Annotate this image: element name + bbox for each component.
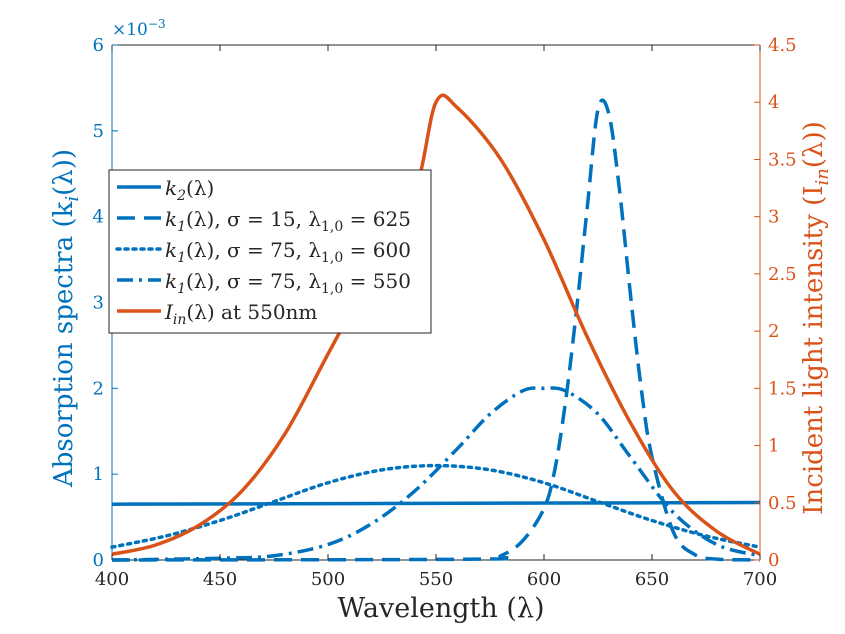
y-left-tick-label: 0 xyxy=(93,550,104,571)
y-left-tick-label: 3 xyxy=(93,293,104,314)
left-axis-exponent: ×10−3 xyxy=(112,17,166,40)
series-line xyxy=(111,500,761,506)
legend-item: Iin(λ) at 550nm xyxy=(117,300,317,328)
legend-item: k1(λ), σ = 75, λ1,0 = 550 xyxy=(117,269,411,297)
y-right-tick-label: 4.5 xyxy=(768,35,797,56)
series-line xyxy=(111,93,761,556)
legend-label: k1(λ), σ = 75, λ1,0 = 600 xyxy=(165,238,411,266)
y-left-tick-label: 6 xyxy=(93,35,104,56)
x-tick-label: 550 xyxy=(419,569,453,590)
y-right-tick-label: 2 xyxy=(768,321,779,342)
x-tick-label: 400 xyxy=(95,569,129,590)
legend-item: k2(λ) xyxy=(117,176,214,204)
y-right-tick-label: 0.5 xyxy=(768,493,797,514)
y-right-tick-label: 1.5 xyxy=(768,378,797,399)
y-right-tick-label: 4 xyxy=(768,92,779,113)
legend: k2(λ) k1(λ), σ = 15, λ1,0 = 625 k1(λ), σ =… xyxy=(108,169,432,334)
series-layer xyxy=(110,93,762,562)
y-right-tick-label: 3 xyxy=(768,207,779,228)
y-right-tick-label: 3.5 xyxy=(768,149,797,170)
y-left-tick-label: 5 xyxy=(93,121,104,142)
series-4 xyxy=(111,93,761,556)
legend-label: Iin(λ) at 550nm xyxy=(164,300,317,328)
legend-label: k1(λ), σ = 75, λ1,0 = 550 xyxy=(165,269,411,297)
x-tick-label: 600 xyxy=(527,569,561,590)
y-right-tick-label: 0 xyxy=(768,550,779,571)
series-2 xyxy=(110,463,762,549)
y-left-tick-label: 2 xyxy=(93,378,104,399)
y-right-tick-label: 2.5 xyxy=(768,264,797,285)
legend-box xyxy=(108,169,432,334)
x-tick-label: 450 xyxy=(203,569,237,590)
y-right-tick-label: 1 xyxy=(768,436,779,457)
y-left-tick-label: 1 xyxy=(93,464,104,485)
y-axis-right: 0 0.5 1 1.5 2 2.5 3 3.5 4 4.5 xyxy=(754,35,797,571)
series-line xyxy=(110,463,762,549)
x-tick-label: 650 xyxy=(635,569,669,590)
series-line xyxy=(111,386,761,562)
x-tick-label: 500 xyxy=(311,569,345,590)
legend-label: k1(λ), σ = 15, λ1,0 = 625 xyxy=(165,207,411,235)
y-axis-right-label: Incident light intensity (Iin(λ)) xyxy=(799,121,833,515)
series-0 xyxy=(111,500,761,506)
legend-label: k2(λ) xyxy=(165,176,214,204)
series-3 xyxy=(111,386,761,562)
legend-item: k1(λ), σ = 75, λ1,0 = 600 xyxy=(115,238,411,266)
legend-item: k1(λ), σ = 15, λ1,0 = 625 xyxy=(117,207,411,235)
x-tick-label: 700 xyxy=(743,569,777,590)
y-axis-left-label: Absorption spectra (ki(λ)) xyxy=(49,149,83,488)
x-axis: 400 450 500 550 600 650 700 xyxy=(95,45,777,590)
y-left-tick-label: 4 xyxy=(93,207,104,228)
x-axis-label: Wavelength (λ) xyxy=(337,593,544,624)
